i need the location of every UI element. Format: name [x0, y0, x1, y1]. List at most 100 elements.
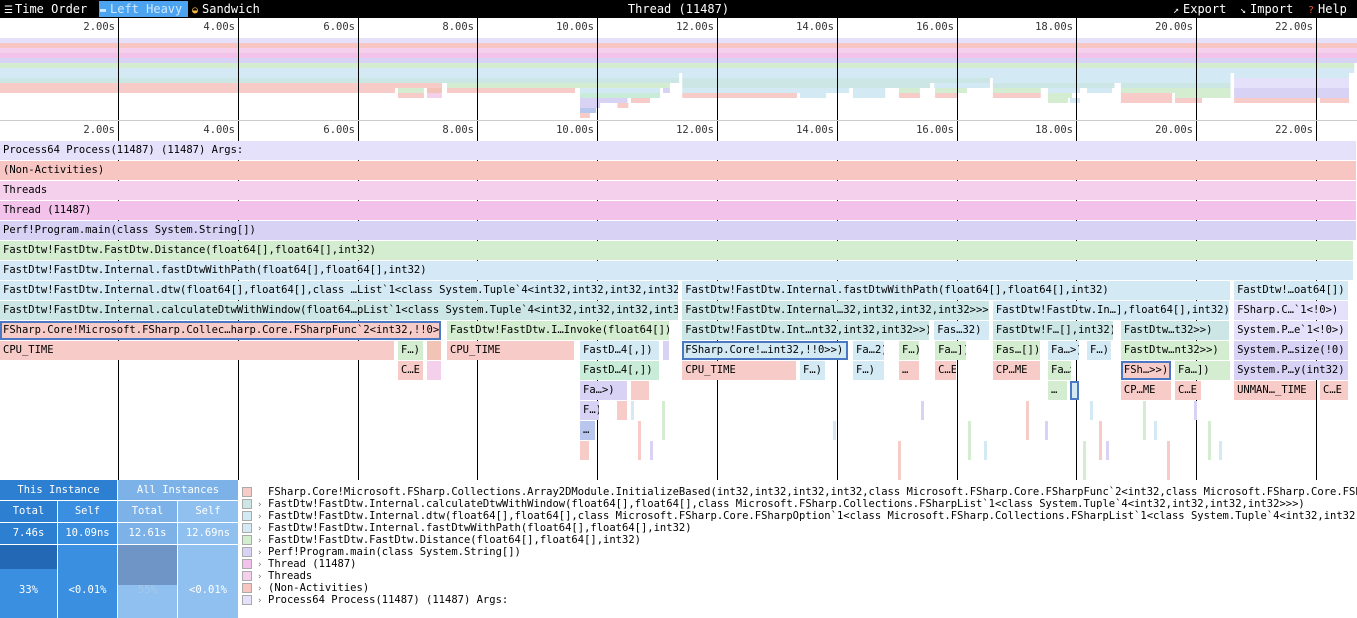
- stack-frame[interactable]: › Threads: [242, 570, 312, 582]
- flame-frame[interactable]: C…E: [1320, 381, 1348, 400]
- flame-frame[interactable]: C…E: [935, 361, 957, 380]
- flame-frame[interactable]: Fa…]): [1175, 361, 1230, 380]
- flame-frame[interactable]: System.P…e`1<!0>): [1234, 321, 1348, 340]
- flame-frame[interactable]: [1070, 381, 1079, 400]
- stack-frame-label: (Non-Activities): [268, 582, 370, 594]
- flame-frame[interactable]: F…): [800, 361, 826, 380]
- flame-frame[interactable]: FastDtw!FastDtw.Internal.calculateDtwWit…: [0, 301, 679, 320]
- flame-tick-label: 12.00s: [676, 124, 714, 136]
- flame-frame[interactable]: FSharp.C…`1<!0>): [1234, 301, 1348, 320]
- flame-frame[interactable]: …: [580, 421, 595, 440]
- flame-frame[interactable]: FSharp.Core!…int32,!!0>>): [682, 341, 849, 360]
- stack-frame[interactable]: › FastDtw!FastDtw.Internal.fastDtwWithPat…: [242, 522, 692, 534]
- flame-frame[interactable]: CP…ME: [1120, 381, 1172, 400]
- flame-frame[interactable]: C…E: [398, 361, 423, 380]
- flame-frame[interactable]: [427, 361, 441, 380]
- minimap-tick-label: 14.00s: [796, 21, 834, 33]
- flame-frame[interactable]: FastDtw!F…[],int32): [992, 321, 1114, 340]
- minimap-frame: [1048, 93, 1072, 98]
- flame-frame[interactable]: …: [899, 361, 919, 380]
- flame-frame[interactable]: FastDtw!FastDtw.In…],float64[],int32): [992, 301, 1230, 320]
- import-button[interactable]: ↘ Import: [1239, 1, 1301, 17]
- stack-frame[interactable]: › Perf!Program.main(class System.String[]…: [242, 546, 521, 558]
- stack-frame[interactable]: › Thread (11487): [242, 558, 357, 570]
- flame-frame[interactable]: CP…ME: [992, 361, 1040, 380]
- flame-frame[interactable]: Fa…>): [580, 381, 627, 400]
- flame-sliver: [1082, 441, 1086, 480]
- stack-frame[interactable]: › FastDtw!FastDtw.Internal.dtw(float64[],…: [242, 510, 1357, 522]
- flame-chart[interactable]: 2.00s 4.00s 6.00s 8.00s 10.00s 12.00s 14.00s 16…: [0, 121, 1357, 480]
- flame-sliver: [1099, 421, 1103, 460]
- left-heavy-label: Left Heavy: [110, 2, 183, 16]
- chevron-right-icon: ›: [257, 524, 263, 534]
- flame-frame[interactable]: CPU_TIME: [0, 341, 394, 360]
- flame-frame[interactable]: FastDtw!FastDtw.Internal.dtw(float64[],f…: [0, 281, 679, 300]
- help-button[interactable]: ? Help: [1307, 1, 1355, 17]
- flame-frame[interactable]: FastDtw…nt32>>): [1120, 341, 1230, 360]
- flame-frame[interactable]: F…): [1087, 341, 1112, 360]
- minimap-frame: [631, 98, 650, 103]
- flame-frame[interactable]: [580, 441, 589, 460]
- minimap-frame: [0, 73, 680, 78]
- flame-frame[interactable]: [663, 341, 669, 360]
- flame-frame[interactable]: FastDtw!FastDtw.Internal.fastDtwWithPath…: [682, 281, 1230, 300]
- flame-frame[interactable]: [617, 401, 628, 420]
- flame-sliver: [1142, 401, 1146, 440]
- flame-frame[interactable]: FastD…4[,]): [580, 361, 660, 380]
- frame-color-swatch: [242, 571, 252, 581]
- flame-frame[interactable]: F…): [580, 401, 600, 420]
- flame-frame[interactable]: Fa…>: [1048, 361, 1071, 380]
- flame-frame[interactable]: FSh…>>): [1120, 361, 1172, 380]
- flame-frame[interactable]: Perf!Program.main(class System.String[]): [0, 221, 1356, 240]
- stack-frame[interactable]: › Process64 Process(11487) (11487) Args:: [242, 594, 508, 606]
- flame-frame[interactable]: …: [1048, 381, 1067, 400]
- flame-frame[interactable]: Thread (11487): [0, 201, 1356, 220]
- stack-frame[interactable]: › FastDtw!FastDtw.Internal.calculateDtwWi…: [242, 498, 1305, 510]
- flame-frame[interactable]: F…): [398, 341, 423, 360]
- flame-frame[interactable]: (Non-Activities): [0, 161, 1356, 180]
- flame-frame[interactable]: C…E: [1175, 381, 1201, 400]
- flame-frame[interactable]: Fas…[]): [992, 341, 1040, 360]
- left-heavy-button[interactable]: ▬ Left Heavy: [99, 1, 188, 17]
- flame-frame[interactable]: FastDtw!FastDtw.Int…nt32,int32,int32>>): [682, 321, 930, 340]
- stack-frame[interactable]: FSharp.Core!Microsoft.FSharp.Collections…: [242, 486, 1357, 498]
- time-order-button[interactable]: ☰ Time Order: [4, 1, 96, 17]
- flame-frame[interactable]: FastD…4[,]): [580, 341, 660, 360]
- flame-frame[interactable]: System.P…y(int32): [1234, 361, 1348, 380]
- flame-frame[interactable]: F…): [853, 361, 885, 380]
- flame-frame[interactable]: CPU_TIME: [682, 361, 796, 380]
- flame-frame[interactable]: F…): [899, 341, 919, 360]
- flame-frame[interactable]: System.P…size(!0): [1234, 341, 1348, 360]
- flame-frame[interactable]: FastDtw!FastDtw.I…Invoke(float64[]): [447, 321, 669, 340]
- flame-frame[interactable]: FastDtw!…oat64[]): [1234, 281, 1348, 300]
- flame-frame[interactable]: [427, 341, 441, 360]
- flame-frame[interactable]: FastDtw!FastDtw.FastDtw.Distance(float64…: [0, 241, 1354, 260]
- flame-frame[interactable]: Fa…2): [853, 341, 885, 360]
- flame-frame[interactable]: Fas…32): [934, 321, 989, 340]
- flame-frame[interactable]: [631, 381, 649, 400]
- flame-frame[interactable]: UNMAN…_TIME: [1234, 381, 1316, 400]
- flame-frame[interactable]: Fa…>): [1048, 341, 1079, 360]
- flame-frame[interactable]: FastDtw!FastDtw.Internal.fastDtwWithPath…: [0, 261, 1354, 280]
- stack-frame-label: FSharp.Core!Microsoft.FSharp.Collections…: [268, 486, 1357, 498]
- flame-frame[interactable]: Fa…]): [935, 341, 966, 360]
- all-instances-header: All Instances: [118, 480, 238, 500]
- export-button[interactable]: ↗ Export: [1172, 1, 1236, 17]
- minimap-frame: [853, 93, 886, 98]
- flame-frame[interactable]: FSharp.Core!Microsoft.FSharp.Collec…harp…: [0, 321, 441, 340]
- all-total-value: 12.61s: [118, 523, 177, 544]
- minimap-frame: [682, 78, 990, 83]
- flame-frame[interactable]: FastDtw…t32>>): [1120, 321, 1230, 340]
- minimap-tick-line: [837, 18, 838, 120]
- minimap-frame: [992, 88, 1041, 93]
- flame-frame[interactable]: FastDtw!FastDtw.Internal…32,int32,int32,…: [682, 301, 989, 320]
- stack-frame[interactable]: › FastDtw!FastDtw.FastDtw.Distance(float6…: [242, 534, 641, 546]
- stack-frame[interactable]: › (Non-Activities): [242, 582, 369, 594]
- flame-frame[interactable]: CPU_TIME: [447, 341, 574, 360]
- flame-tick-line: [358, 121, 359, 480]
- flame-frame[interactable]: Process64 Process(11487) (11487) Args:: [0, 141, 1356, 160]
- minimap[interactable]: 2.00s 4.00s 6.00s 8.00s 10.00s 12.00s 14.00s 16…: [0, 18, 1357, 121]
- sandwich-button[interactable]: ◒ Sandwich: [191, 1, 271, 17]
- minimap-frame: [1234, 98, 1317, 103]
- flame-frame[interactable]: Threads: [0, 181, 1356, 200]
